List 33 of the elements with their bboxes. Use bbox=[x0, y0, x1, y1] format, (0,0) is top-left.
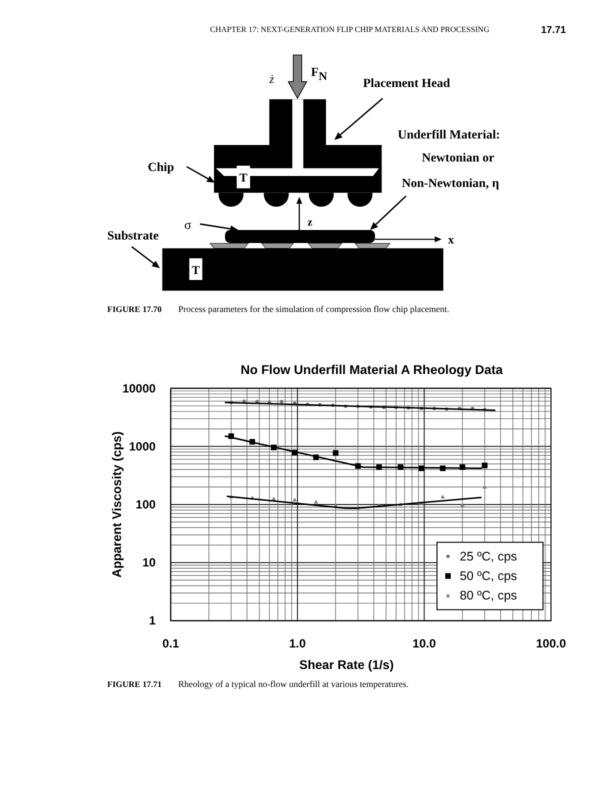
y-tick-label: 10 bbox=[142, 556, 156, 570]
text: Non-Newtonian, η bbox=[402, 176, 500, 190]
text: Rheology of a typical no-flow underfill at various temperatures. bbox=[178, 679, 408, 689]
x-tick-label: 0.1 bbox=[162, 636, 180, 650]
y-tick-label: 10000 bbox=[122, 381, 156, 396]
text: 17.71 bbox=[540, 25, 566, 36]
text: CHAPTER 17: NEXT-GENERATION FLIP CHIP MATERIALS AND PROCESSING bbox=[210, 25, 490, 34]
text: Newtonian or bbox=[422, 150, 495, 165]
x-tick-label: 1.0 bbox=[289, 636, 306, 650]
text: Underfill Material: bbox=[398, 127, 500, 142]
text: σ bbox=[184, 217, 192, 232]
text: Chip bbox=[148, 160, 174, 174]
y-tick-label: 100 bbox=[136, 498, 156, 512]
legend-label: 80 ºC, cps bbox=[460, 588, 518, 603]
text: Substrate bbox=[107, 228, 160, 242]
text: T bbox=[192, 263, 200, 277]
legend-label: 50 ºC, cps bbox=[460, 569, 518, 583]
y-tick-label: 1 bbox=[149, 614, 156, 628]
text: x bbox=[448, 232, 454, 246]
y-axis-title: Apparent Viscosity (cps) bbox=[110, 431, 124, 578]
text: ż bbox=[268, 72, 274, 86]
caption: FIGURE 17.70 bbox=[107, 304, 162, 314]
legend-label: 25 ºC, cps bbox=[460, 549, 518, 564]
caption: FIGURE 17.71 bbox=[107, 679, 162, 689]
chart-title: No Flow Underfill Material A Rheology Data bbox=[240, 362, 504, 376]
x-tick-label: 100.0 bbox=[536, 636, 566, 650]
text: T bbox=[239, 170, 248, 184]
text: z bbox=[308, 216, 313, 228]
text: Process parameters for the simulation of compression flow chip placement. bbox=[178, 304, 450, 314]
text: Placement Head bbox=[363, 76, 450, 90]
y-tick-label: 1000 bbox=[128, 439, 156, 454]
x-tick-label: 10.0 bbox=[412, 636, 436, 650]
x-axis-title: Shear Rate (1/s) bbox=[299, 658, 394, 672]
